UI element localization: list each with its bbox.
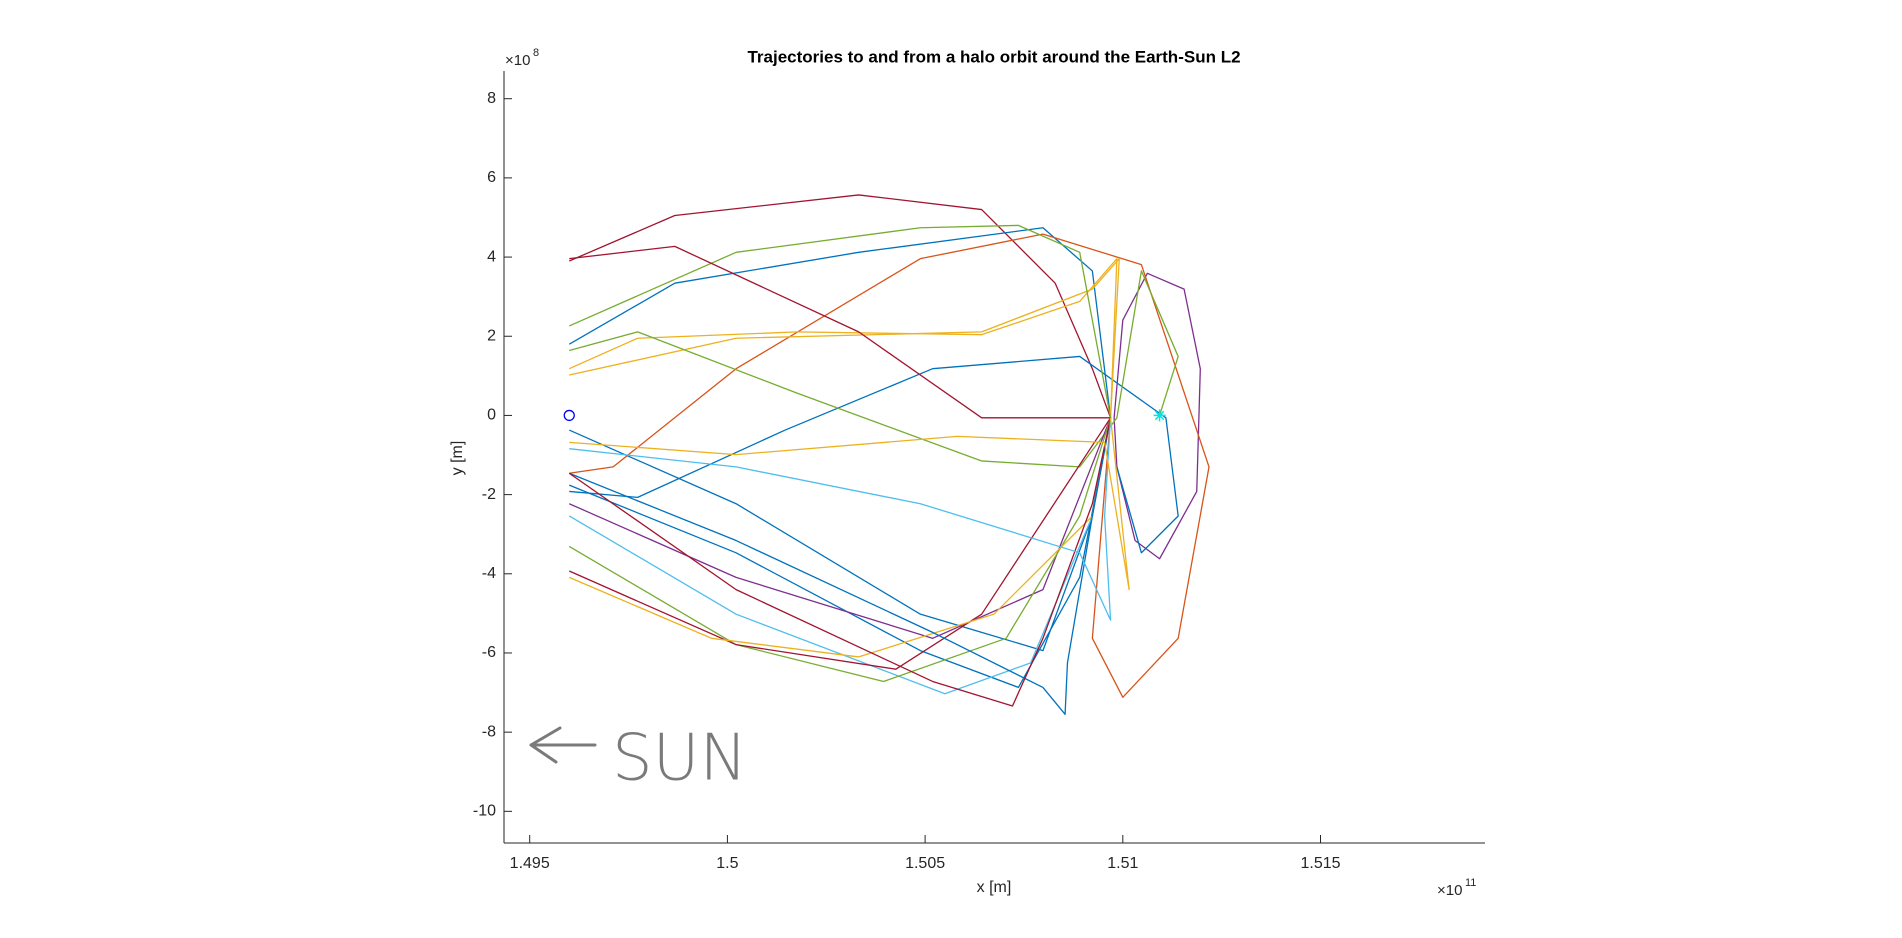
trajectory	[569, 245, 1111, 419]
trajectory	[568, 417, 1112, 639]
y-tick-label: -8	[482, 723, 496, 740]
y-tick-label: -4	[482, 565, 496, 582]
y-tick-label: -2	[482, 486, 496, 503]
trajectory	[568, 194, 1112, 419]
trajectory	[568, 417, 1112, 707]
y-tick-label: 4	[487, 248, 496, 265]
trajectory	[569, 355, 1179, 554]
x-multiplier: ×10 11	[1437, 877, 1476, 899]
y-multiplier: ×10 8	[505, 47, 539, 69]
trajectory	[569, 270, 1179, 468]
plot-area	[563, 194, 1210, 715]
y-tick-label: 2	[487, 327, 496, 344]
trajectory	[1113, 272, 1201, 560]
trajectory	[568, 417, 1112, 689]
trajectory	[569, 233, 1210, 698]
arrow	[529, 726, 597, 764]
y-axis-label: y [m]	[449, 441, 466, 476]
trajectory	[568, 417, 1112, 715]
y-tick-label: 0	[487, 407, 496, 424]
y-tick-label: -6	[482, 644, 496, 661]
y-tick-label: -10	[473, 803, 496, 820]
y-multiplier-base: ×10	[505, 52, 530, 69]
trajectory	[568, 417, 1112, 683]
x-multiplier-base: ×10	[1437, 882, 1462, 899]
x-tick-label: 1.505	[905, 855, 945, 872]
trajectory	[568, 417, 1112, 670]
trajectory	[568, 224, 1112, 418]
x-tick-label: 1.495	[510, 855, 550, 872]
x-multiplier-exponent: 11	[1465, 877, 1476, 889]
x-tick-label: 1.51	[1107, 855, 1138, 872]
sun-annotation: SUN	[612, 722, 747, 796]
sun-arrow	[529, 726, 597, 764]
marker-star	[1153, 409, 1166, 422]
y-tick-label: 8	[487, 90, 496, 107]
chart-title: Trajectories to and from a halo orbit ar…	[747, 47, 1240, 66]
trajectory	[569, 258, 1120, 418]
marker-circle	[563, 409, 575, 422]
trajectory	[569, 417, 1112, 621]
trajectory	[568, 258, 1118, 418]
trajectory	[568, 227, 1112, 418]
x-tick-label: 1.5	[716, 855, 738, 872]
x-axis-label: x [m]	[977, 879, 1012, 896]
trajectory	[569, 417, 1130, 591]
y-tick-label: 6	[487, 169, 496, 186]
y-multiplier-exponent: 8	[533, 47, 539, 59]
x-tick-label: 1.515	[1300, 855, 1340, 872]
